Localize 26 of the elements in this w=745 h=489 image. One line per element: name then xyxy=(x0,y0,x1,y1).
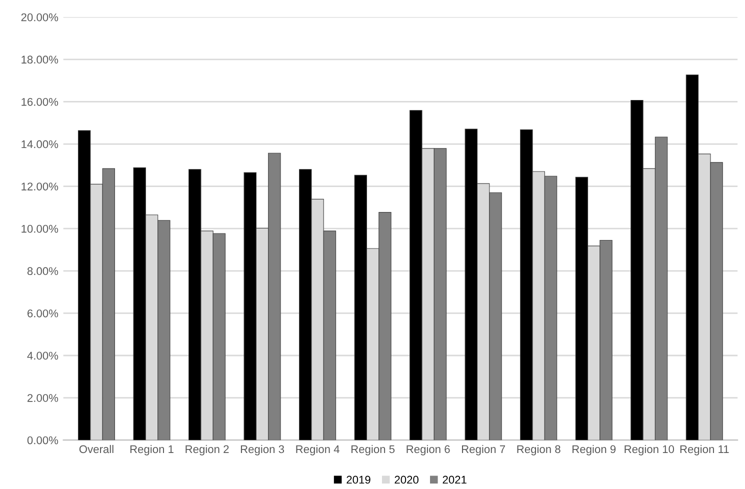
x-tick-label: Region 9 xyxy=(572,444,616,456)
y-tick-label: 0.00% xyxy=(27,436,58,444)
y-tick-label: 2.00% xyxy=(28,394,58,402)
x-tick-label: Region 7 xyxy=(462,444,506,456)
x-tick-label: Region 6 xyxy=(406,444,450,456)
legend-label: 2021 xyxy=(442,476,466,484)
y-tick-label: 14.00% xyxy=(22,140,58,148)
x-tick-label: Region 8 xyxy=(517,444,560,456)
x-tick-label: Region 5 xyxy=(351,444,395,456)
x-tick-label: Region 11 xyxy=(680,444,729,456)
x-tick-label: Region 2 xyxy=(186,444,229,456)
legend-label: 2020 xyxy=(394,476,418,484)
x-tick-label: Region 3 xyxy=(240,444,284,456)
y-tick-label: 8.00% xyxy=(27,267,58,276)
y-tick-label: 20.00% xyxy=(21,13,58,22)
x-tick-label: Overall xyxy=(79,444,114,454)
y-tick-label: 12.00% xyxy=(22,182,58,190)
y-tick-label: 10.00% xyxy=(22,224,58,233)
legend-label: 2019 xyxy=(346,476,370,484)
y-tick-label: 6.00% xyxy=(28,309,58,318)
x-tick-label: Region 1 xyxy=(130,444,174,456)
x-tick-label: Region 4 xyxy=(296,444,340,456)
y-tick-label: 18.00% xyxy=(22,56,58,64)
y-tick-label: 16.00% xyxy=(22,98,58,106)
y-tick-label: 4.00% xyxy=(27,352,58,360)
x-tick-label: Region 10 xyxy=(624,444,674,456)
